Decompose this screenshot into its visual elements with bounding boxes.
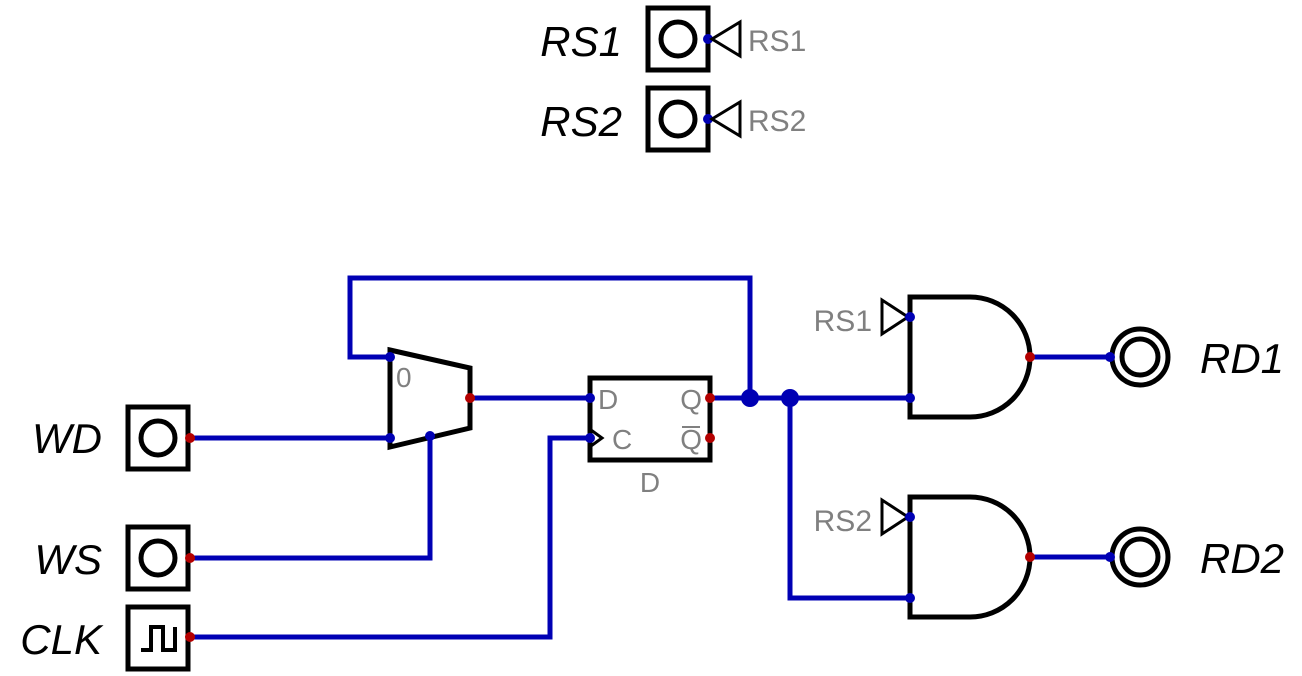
- d-flipflop-qbar-pin: [705, 433, 715, 443]
- multiplexer[interactable]: 0: [385, 346, 475, 451]
- and-gate-2[interactable]: RS2: [814, 494, 1035, 620]
- input-wd-pin: [185, 433, 195, 443]
- input-rs1-circle-icon: [658, 19, 698, 59]
- and-gate-2-input-a-pin: [905, 512, 915, 522]
- output-rd2-pin: [1105, 552, 1115, 562]
- tunnel-rs2-and-triangle-icon: [880, 497, 911, 537]
- input-ws-circle-icon: [138, 538, 178, 578]
- output-rd2-inner-ring: [1119, 536, 1161, 578]
- input-clk-pin: [185, 632, 195, 642]
- tunnel-rs1-source-label: RS1: [748, 25, 806, 58]
- d-flipflop-q-pin: [705, 393, 715, 403]
- input-wd[interactable]: WD: [32, 404, 195, 472]
- input-rs2-label: RS2: [540, 98, 622, 145]
- input-wd-label: WD: [32, 415, 102, 462]
- input-rs2[interactable]: RS2: [540, 85, 713, 153]
- and-gate-1-input-b-pin: [905, 393, 915, 403]
- tunnel-rs2-source-triangle-icon: [709, 99, 742, 139]
- tunnel-rs2-and-label: RS2: [814, 505, 872, 538]
- d-flipflop-c-pin-label: C: [612, 424, 632, 455]
- input-clk-label: CLK: [20, 616, 104, 663]
- and-gate-2-output-pin: [1025, 552, 1035, 562]
- output-rd1-pin: [1105, 352, 1115, 362]
- output-rd2-label: RD2: [1200, 535, 1284, 582]
- input-wd-box[interactable]: [125, 404, 191, 472]
- output-rd1-label: RD1: [1200, 335, 1284, 382]
- d-flipflop-body[interactable]: [587, 375, 713, 463]
- tunnel-rs1-source-triangle-icon: [709, 19, 742, 59]
- input-rs1[interactable]: RS1: [540, 5, 713, 73]
- input-rs2-pin: [703, 114, 713, 124]
- d-flipflop[interactable]: D C Q Q D: [585, 375, 715, 498]
- multiplexer-input-1-pin: [385, 433, 395, 443]
- input-ws[interactable]: WS: [34, 524, 195, 592]
- tunnel-rs1-source: RS1: [709, 19, 806, 59]
- input-rs1-label: RS1: [540, 18, 622, 65]
- input-clk[interactable]: CLK: [20, 604, 195, 672]
- and-gate-2-body[interactable]: [907, 494, 1033, 620]
- d-flipflop-clock-edge-icon: [590, 428, 605, 448]
- d-flipflop-qbar-pin-label: Q: [680, 424, 702, 455]
- multiplexer-select-pin: [425, 431, 435, 441]
- output-rd1[interactable]: RD1: [1105, 326, 1284, 388]
- input-rs1-pin: [703, 34, 713, 44]
- tunnel-rs2-source-label: RS2: [748, 105, 806, 138]
- and-gate-2-input-b-pin: [905, 593, 915, 603]
- clock-wave-icon: [141, 625, 177, 652]
- multiplexer-input-zero-label: 0: [396, 362, 412, 393]
- input-wd-circle-icon: [138, 418, 178, 458]
- and-gate-1[interactable]: RS1: [814, 294, 1035, 420]
- multiplexer-body[interactable]: [387, 346, 473, 451]
- wire-q-to-and2: [787, 395, 913, 601]
- tunnel-rs2-source: RS2: [709, 99, 806, 139]
- wire-junction-and2: [781, 389, 799, 407]
- wire-feedback: [347, 275, 753, 401]
- tunnel-rs1-and-label: RS1: [814, 305, 872, 338]
- input-ws-pin: [185, 553, 195, 563]
- output-rd1-inner-ring: [1119, 336, 1161, 378]
- multiplexer-input-0-pin: [385, 352, 395, 362]
- input-rs2-circle-icon: [658, 99, 698, 139]
- d-flipflop-d-pin-label: D: [598, 384, 618, 415]
- and-gate-1-output-pin: [1025, 352, 1035, 362]
- output-rd2[interactable]: RD2: [1105, 526, 1284, 588]
- input-clk-box[interactable]: [125, 604, 191, 672]
- wire-ws-to-mux-select: [187, 433, 433, 561]
- d-flipflop-c-pin: [585, 433, 595, 443]
- wire-junction-feedback: [741, 389, 759, 407]
- tunnel-rs1-and-triangle-icon: [880, 297, 911, 337]
- and-gate-1-input-a-pin: [905, 312, 915, 322]
- wire-clk-to-c: [187, 435, 593, 640]
- d-flipflop-d-pin: [585, 393, 595, 403]
- d-flipflop-name-label: D: [640, 467, 660, 498]
- multiplexer-output-pin: [465, 393, 475, 403]
- and-gate-1-body[interactable]: [907, 294, 1033, 420]
- wires: [187, 275, 1113, 640]
- input-ws-label: WS: [34, 536, 102, 583]
- d-flipflop-q-pin-label: Q: [680, 384, 702, 415]
